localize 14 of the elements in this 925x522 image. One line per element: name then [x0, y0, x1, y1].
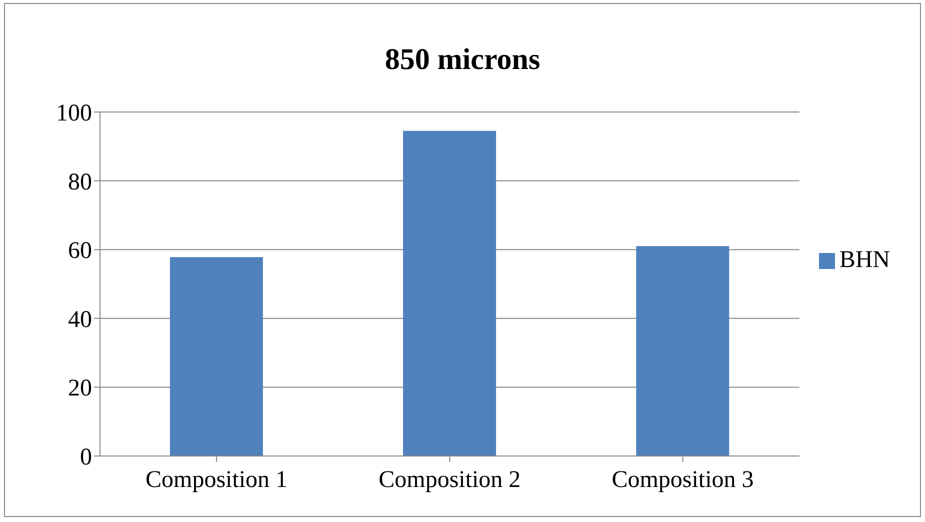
- y-tick-label: 100: [56, 100, 92, 127]
- y-tick-label: 80: [68, 169, 92, 196]
- y-tick-label: 60: [68, 238, 92, 264]
- bar: [170, 257, 263, 456]
- x-tick-label: Composition 2: [378, 467, 521, 494]
- y-tick-label: 20: [68, 376, 92, 402]
- legend-label: BHN: [839, 246, 890, 272]
- bar: [403, 130, 496, 456]
- bar: [636, 246, 730, 456]
- y-tick-label: 0: [80, 444, 92, 471]
- x-tick-label: Composition 1: [146, 467, 288, 494]
- chart-title: 850 microns: [384, 42, 542, 78]
- y-tick-label: 40: [68, 306, 92, 333]
- x-tick-label: Composition 3: [612, 467, 754, 494]
